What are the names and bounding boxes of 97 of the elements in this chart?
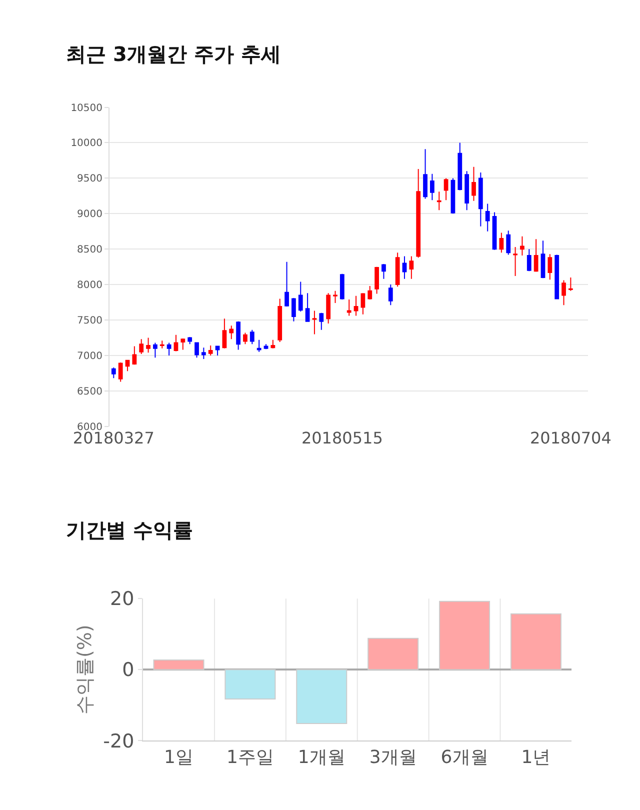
x-tick-label: 20180515 (301, 428, 383, 448)
candlestick (568, 276, 573, 292)
candlestick (236, 320, 240, 350)
candlestick (472, 166, 476, 202)
candlestick (478, 172, 483, 227)
bar (368, 638, 419, 670)
y-tick-label: 10500 (70, 102, 102, 114)
candlestick (458, 142, 462, 191)
candlestick (395, 252, 400, 288)
bar (296, 669, 348, 724)
x-tick-label: 1개월 (298, 747, 346, 768)
y-tick-label: 7500 (77, 316, 102, 327)
candlestick (312, 310, 317, 335)
candlestick (250, 329, 254, 345)
candlestick (409, 256, 414, 280)
candlestick (160, 340, 164, 349)
candlestick (208, 345, 213, 356)
candlestick (416, 168, 421, 258)
candlestick (188, 336, 192, 345)
y-tick-label: 20 (110, 588, 134, 610)
candlestick (368, 285, 372, 300)
candlestick (174, 334, 178, 352)
candlestick (229, 325, 234, 340)
y-tick-label: -20 (103, 730, 134, 752)
y-tick-label: 7000 (77, 350, 102, 362)
x-tick-label: 1주일 (226, 747, 274, 768)
candlestick (166, 342, 172, 356)
candlestick (243, 332, 248, 345)
candlestick (194, 342, 199, 358)
y-tick-label: 6500 (77, 386, 102, 398)
candlestick (146, 337, 150, 354)
candlestick (201, 347, 206, 360)
candlestick (485, 203, 490, 232)
candlestick (492, 212, 497, 250)
bar (510, 613, 562, 670)
candlestick (132, 346, 137, 366)
y-tick-label: 6000 (77, 422, 102, 433)
candlestick (305, 292, 310, 322)
candlestick (430, 173, 434, 201)
candlestick (298, 281, 303, 312)
candlestick (326, 292, 331, 324)
y-tick-label: 9000 (77, 209, 102, 220)
candlestick (340, 273, 344, 300)
candlestick (125, 360, 130, 372)
candlestick (506, 230, 511, 256)
candlestick (526, 248, 532, 272)
candlestick (118, 362, 123, 382)
candlestick (354, 295, 358, 316)
candlestick (333, 290, 338, 304)
x-tick-label: 1일 (164, 747, 194, 768)
candlestick (499, 232, 504, 254)
candlestick (450, 178, 456, 214)
candlestick (562, 280, 566, 306)
x-tick-label: 20180704 (530, 428, 612, 448)
candlestick (180, 338, 186, 350)
candlestick (346, 298, 352, 316)
candlestick (540, 240, 546, 279)
x-tick-label: 3개월 (369, 747, 417, 768)
y-tick-label: 8500 (77, 244, 102, 256)
candlestick (423, 148, 428, 200)
x-tick-label: 6개월 (440, 747, 488, 768)
bar (153, 660, 204, 670)
candlestick (278, 298, 282, 342)
candlestick (270, 339, 276, 348)
candlestick (548, 254, 552, 280)
bar (439, 600, 490, 670)
y-axis-title: 수익률(%) (74, 624, 96, 715)
chart-title: 기간별 수익률 (66, 518, 193, 542)
candlestick (444, 178, 448, 201)
candlestick (360, 292, 366, 315)
candlestick (284, 261, 289, 308)
candlestick (388, 284, 393, 306)
candlestick (520, 236, 524, 256)
candlestick (382, 263, 386, 280)
x-tick-label: 1년 (521, 747, 551, 768)
candlestick (402, 256, 407, 280)
candlestick (513, 246, 518, 277)
candlestick (111, 367, 116, 379)
y-tick-label: 9500 (77, 174, 102, 185)
candlestick (436, 191, 442, 211)
candlestick (139, 338, 144, 355)
candlestick (534, 238, 538, 272)
candlestick (215, 346, 220, 356)
candlestick (256, 339, 262, 352)
y-tick-label: 10000 (70, 138, 102, 150)
y-tick-label: 0 (122, 659, 134, 682)
candlestick (374, 266, 379, 294)
candlestick (264, 344, 268, 350)
candlestick (292, 298, 296, 322)
bar (224, 669, 276, 700)
candlestick (464, 170, 470, 211)
candlestick (222, 318, 227, 349)
candlestick (554, 254, 560, 300)
candlestick (153, 342, 158, 358)
chart-title: 최근 3개월간 주가 추세 (66, 42, 281, 66)
candlestick (319, 312, 324, 330)
y-tick-label: 8000 (77, 280, 102, 292)
